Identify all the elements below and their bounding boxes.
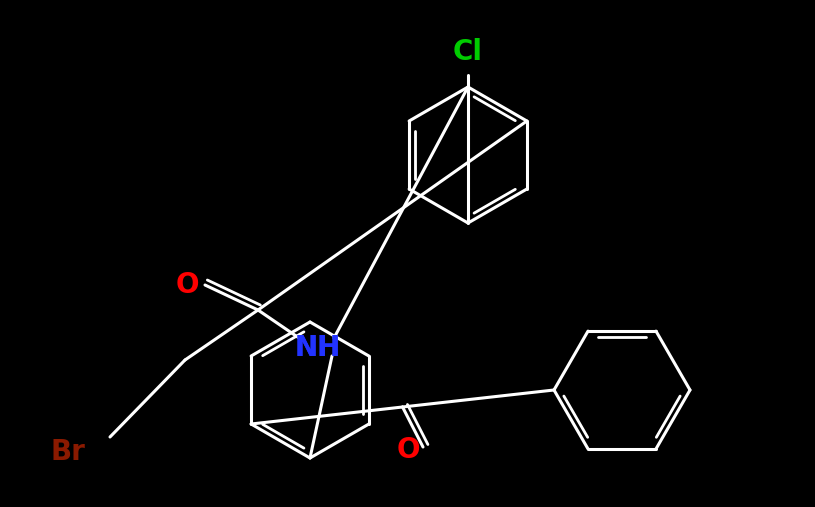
Text: NH: NH	[295, 334, 341, 362]
Text: O: O	[175, 271, 199, 299]
Text: O: O	[396, 436, 420, 464]
Text: NH: NH	[295, 334, 341, 362]
Text: Br: Br	[51, 438, 86, 466]
Text: Cl: Cl	[453, 38, 483, 66]
